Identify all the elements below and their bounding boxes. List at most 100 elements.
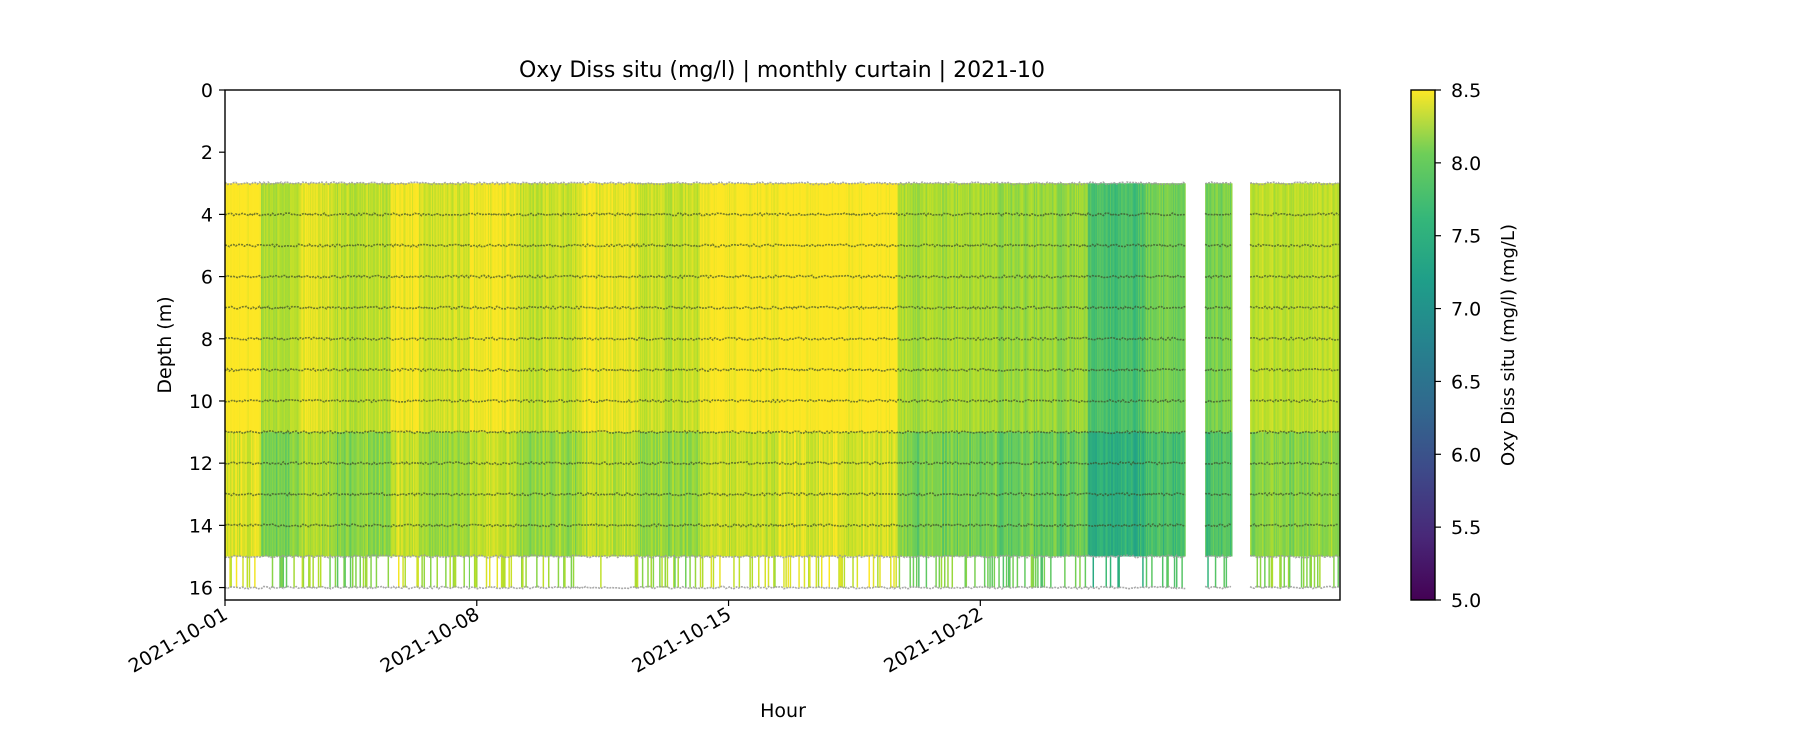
curtain-cell xyxy=(661,432,663,588)
curtain-cell xyxy=(882,183,884,433)
curtain-segment xyxy=(300,183,330,588)
curtain-cell xyxy=(1099,183,1101,433)
curtain-cell xyxy=(299,432,301,557)
curtain-cell xyxy=(632,432,634,557)
curtain-cell xyxy=(452,432,455,588)
curtain-cell xyxy=(877,183,879,433)
curtain-cell xyxy=(714,183,717,433)
curtain-cell xyxy=(824,183,826,433)
curtain-cell xyxy=(967,432,970,557)
curtain-cell xyxy=(989,432,991,588)
curtain-cell xyxy=(779,183,782,433)
curtain-cell xyxy=(1165,183,1167,433)
curtain-cell xyxy=(356,432,358,557)
curtain-cell xyxy=(1170,183,1173,433)
curtain-cell xyxy=(839,432,841,588)
curtain-cell xyxy=(371,183,373,433)
curtain-cell xyxy=(578,183,581,433)
curtain-cell xyxy=(562,432,564,557)
curtain-cell xyxy=(739,183,742,433)
curtain-cell xyxy=(374,432,377,557)
curtain-cell xyxy=(1279,432,1281,588)
curtain-cell xyxy=(270,183,273,433)
curtain-cell xyxy=(990,183,992,433)
curtain-cell xyxy=(928,432,931,557)
curtain-cell xyxy=(1172,432,1175,557)
curtain-cell xyxy=(672,183,674,433)
curtain-cell xyxy=(235,432,238,588)
curtain-cell xyxy=(355,432,357,588)
curtain-cell xyxy=(857,432,860,557)
curtain-cell xyxy=(398,432,400,588)
curtain-cell xyxy=(918,183,920,433)
curtain-cell xyxy=(462,183,464,433)
curtain-cell xyxy=(634,183,637,433)
curtain-cell xyxy=(1026,432,1028,557)
curtain-cell xyxy=(422,183,424,433)
curtain-cell xyxy=(827,183,829,433)
curtain-cell xyxy=(1102,432,1104,557)
curtain-cell xyxy=(1031,183,1034,433)
curtain-cell xyxy=(1159,432,1162,557)
curtain-cell xyxy=(1012,432,1014,588)
curtain-cell xyxy=(794,183,796,433)
curtain-cell xyxy=(1009,432,1011,588)
curtain-cell xyxy=(952,183,955,433)
curtain-cell xyxy=(1251,183,1253,433)
curtain-cell xyxy=(514,183,517,433)
curtain-cell xyxy=(1042,432,1045,557)
curtain-cell xyxy=(279,432,281,588)
curtain-cell xyxy=(904,432,906,557)
colorbar-tick-label: 7.0 xyxy=(1451,299,1481,321)
curtain-cell xyxy=(309,183,311,433)
curtain-cell xyxy=(1308,432,1310,557)
curtain-cell xyxy=(871,432,874,557)
curtain-cell xyxy=(361,432,364,557)
curtain-cell xyxy=(843,432,846,588)
curtain-cell xyxy=(1125,183,1128,433)
curtain-cell xyxy=(690,432,692,557)
curtain-cell xyxy=(787,432,790,588)
curtain-cell xyxy=(272,183,275,433)
curtain-cell xyxy=(823,183,825,433)
curtain-cell xyxy=(704,183,706,433)
curtain-cell xyxy=(440,183,443,433)
curtain-cell xyxy=(966,183,969,433)
curtain-cell xyxy=(1143,183,1145,433)
curtain-cell xyxy=(231,432,233,557)
curtain-cell xyxy=(1081,432,1083,557)
curtain-cell xyxy=(815,183,818,433)
curtain-cell xyxy=(641,183,644,433)
curtain-cell xyxy=(446,432,448,557)
curtain-cell xyxy=(859,432,862,557)
curtain-cell xyxy=(922,432,924,557)
curtain-cell xyxy=(1325,432,1328,557)
curtain-cell xyxy=(289,432,291,557)
curtain-cell xyxy=(856,183,859,433)
curtain-cell xyxy=(652,432,655,588)
curtain-cell xyxy=(434,183,436,433)
curtain-cell xyxy=(872,432,875,588)
sensor-line-5m xyxy=(225,243,1186,248)
x-tick-label: 2021-10-01 xyxy=(125,603,232,677)
curtain-cell xyxy=(906,432,908,557)
curtain-cell xyxy=(931,432,933,557)
curtain-cell xyxy=(1016,432,1019,588)
curtain-cell xyxy=(227,183,229,433)
curtain-cell xyxy=(1097,432,1100,557)
sensor-line-3m xyxy=(225,180,1186,186)
curtain-cell xyxy=(645,183,647,433)
sensor-line-15m xyxy=(225,553,1186,559)
curtain-cell xyxy=(769,183,772,433)
curtain-cell xyxy=(1026,183,1028,433)
curtain-segment xyxy=(1250,183,1340,588)
curtain-cell xyxy=(616,432,618,557)
curtain-cell xyxy=(980,183,983,433)
x-tick-label: 2021-10-22 xyxy=(880,603,987,677)
curtain-cell xyxy=(495,183,497,433)
curtain-cell xyxy=(440,432,443,557)
sensor-line-12m xyxy=(1204,460,1232,465)
curtain-cell xyxy=(662,183,664,433)
curtain-cell xyxy=(897,183,900,433)
curtain-cell xyxy=(1127,432,1129,557)
